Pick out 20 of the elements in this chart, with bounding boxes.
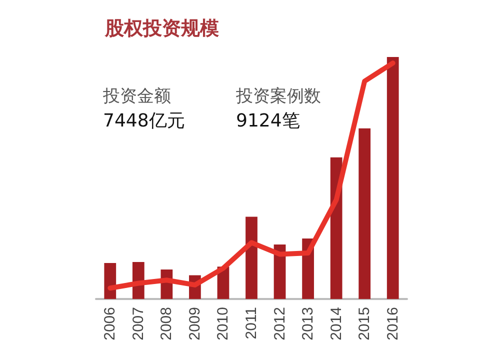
x-tick-label: 2011: [243, 307, 260, 340]
x-tick-label: 2010: [214, 307, 232, 340]
annotation: 投资案例数: [235, 86, 321, 106]
x-tick-label: 2016: [384, 307, 402, 340]
x-tick-label: 2012: [271, 307, 288, 340]
bar: [104, 262, 116, 299]
x-tick-label: 2014: [328, 307, 345, 340]
bar: [246, 216, 258, 299]
x-tick-label: 2013: [300, 307, 317, 340]
x-tick-label: 2007: [130, 307, 147, 340]
bar: [358, 128, 371, 299]
x-tick-label: 2006: [102, 307, 119, 340]
chart-title: 股权投资规模: [104, 18, 219, 40]
annotation: 9124笔: [236, 110, 300, 132]
x-tick-label: 2008: [158, 307, 176, 340]
x-tick-label: 2015: [356, 307, 374, 340]
annotation: 投资金额: [102, 86, 171, 106]
bar: [386, 57, 399, 299]
x-tick-label: 2009: [186, 307, 204, 340]
annotation: 7448亿元: [103, 110, 185, 132]
